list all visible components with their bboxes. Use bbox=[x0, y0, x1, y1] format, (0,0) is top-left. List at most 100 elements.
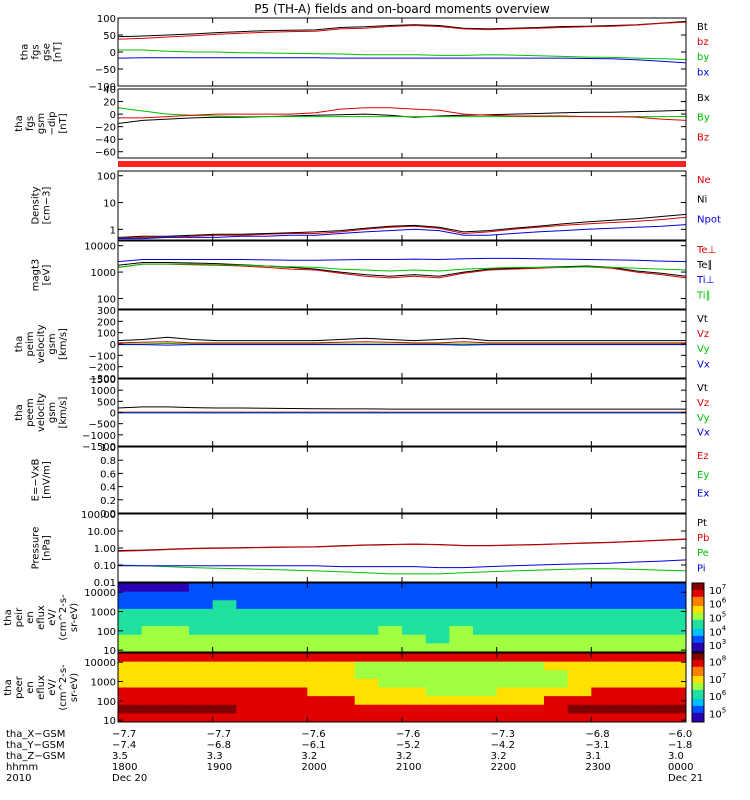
y-tick-label: 1000 bbox=[91, 386, 116, 397]
colorbar-segment bbox=[692, 596, 704, 600]
y-axis-label-line: tha bbox=[20, 44, 31, 60]
y-tick-label: 10000 bbox=[84, 242, 116, 253]
heatmap-cell bbox=[662, 653, 687, 663]
time-axis-value: −6.8 bbox=[207, 740, 231, 751]
heatmap-cell bbox=[591, 670, 616, 680]
heatmap-cell bbox=[425, 704, 450, 714]
colorbar-frame bbox=[691, 582, 705, 653]
heatmap-cell bbox=[496, 634, 521, 644]
colorbar-tick-label: 104 bbox=[709, 624, 727, 638]
time-axis-value: −4.2 bbox=[491, 740, 515, 751]
y-axis-label: tha fgs gse [nT] bbox=[20, 42, 64, 62]
heatmap-cell bbox=[141, 713, 166, 723]
heatmap-cell bbox=[520, 600, 545, 610]
heatmap-cell bbox=[260, 643, 285, 653]
heatmap-cell bbox=[544, 634, 569, 644]
time-axis-value: 2200 bbox=[491, 762, 516, 773]
y-axis-label-line: [nT] bbox=[53, 42, 64, 62]
heatmap-cell bbox=[141, 626, 166, 636]
heatmap-cell bbox=[189, 670, 214, 680]
legend-label: Vz bbox=[697, 329, 709, 340]
heatmap-cell bbox=[165, 713, 190, 723]
panel-pressure: Pt Pb Pe Pi 0.01 0.10 1.00 10.00 100.00 Pressure[… bbox=[31, 510, 710, 589]
heatmap-cell bbox=[331, 696, 356, 706]
heatmap-cell bbox=[496, 678, 521, 688]
heatmap-cell bbox=[236, 617, 261, 627]
heatmap-cell bbox=[378, 653, 403, 663]
heatmap-cell bbox=[189, 634, 214, 644]
heatmap-cell bbox=[212, 670, 237, 680]
heatmap-cell bbox=[591, 678, 616, 688]
colorbar-segment bbox=[692, 685, 704, 688]
heatmap-cell bbox=[141, 661, 166, 671]
heatmap-cell bbox=[638, 696, 663, 706]
time-axis-value: 3.1 bbox=[585, 751, 601, 762]
heatmap-cell bbox=[165, 687, 190, 697]
y-axis-label: magt3 [eV] bbox=[31, 259, 53, 292]
heatmap-cell bbox=[283, 696, 308, 706]
heatmap-cell bbox=[402, 713, 427, 723]
heatmap-cell bbox=[141, 643, 166, 653]
heatmap-cell bbox=[165, 704, 190, 714]
time-axis-row-label: tha_Y−GSM bbox=[6, 740, 65, 751]
time-axis-value: 1800 bbox=[112, 762, 137, 773]
y-axis-label-line: en bbox=[25, 611, 36, 624]
legend-label: Pe bbox=[697, 548, 709, 559]
colorbar-segment bbox=[692, 647, 704, 651]
colorbar-segment bbox=[692, 619, 704, 623]
heatmap-cell bbox=[141, 617, 166, 627]
heatmap-cell bbox=[354, 608, 379, 618]
colorbar-segment bbox=[692, 703, 704, 707]
colorbar-segment bbox=[692, 587, 704, 591]
y-axis-label-line: [nT] bbox=[58, 113, 69, 133]
colorbar-segment bbox=[692, 666, 704, 670]
heatmap-cell bbox=[260, 626, 285, 636]
heatmap-cell bbox=[567, 704, 592, 714]
heatmap-cell bbox=[496, 643, 521, 653]
heatmap-cell bbox=[520, 634, 545, 644]
y-axis-label-line: eV/ bbox=[47, 679, 58, 696]
y-axis-label-line: gse bbox=[42, 43, 53, 61]
legend-label: Vt bbox=[697, 383, 708, 394]
y-axis-label: tha peer en eflux eV/(cm^2-s-sr-eV) bbox=[3, 664, 80, 711]
y-tick-label: 0 bbox=[110, 48, 116, 59]
y-tick-label: −200 bbox=[89, 363, 116, 374]
y-tick-label: −1000 bbox=[82, 431, 116, 442]
heatmap-cell bbox=[331, 626, 356, 636]
heatmap-cell bbox=[260, 678, 285, 688]
heatmap-cell bbox=[496, 670, 521, 680]
heatmap-cell bbox=[260, 653, 285, 663]
colorbar-segment bbox=[692, 699, 704, 702]
heatmap-cell bbox=[402, 643, 427, 653]
heatmap-cell bbox=[307, 678, 332, 688]
heatmap-cell bbox=[662, 678, 687, 688]
heatmap-cell bbox=[378, 713, 403, 723]
series-line-by bbox=[118, 49, 687, 60]
y-axis-label-line: Density bbox=[31, 186, 42, 224]
panel-electron-spectrogram: 105 106 107 108 10 100 1000 10000 tha peer en eflux… bbox=[3, 652, 727, 727]
colorbar-segment bbox=[692, 612, 704, 616]
heatmap-cell bbox=[212, 678, 237, 688]
chart-title: P5 (TH-A) fields and on-board moments ov… bbox=[254, 2, 550, 16]
heatmap-cell bbox=[118, 704, 143, 714]
series-line-Bz bbox=[118, 107, 687, 121]
colorbar-segment bbox=[692, 606, 704, 609]
heatmap-cell bbox=[283, 713, 308, 723]
y-tick-label: 100 bbox=[97, 14, 116, 25]
y-tick-label: 10 bbox=[103, 716, 116, 727]
legend-label: Pb bbox=[697, 533, 709, 544]
heatmap-cell bbox=[354, 643, 379, 653]
heatmap-cell bbox=[615, 687, 640, 697]
heatmap-cell bbox=[212, 591, 237, 601]
heatmap-cell bbox=[236, 678, 261, 688]
heatmap-cell bbox=[402, 704, 427, 714]
heatmap-cell bbox=[496, 583, 521, 593]
colorbar-segment bbox=[692, 664, 704, 668]
heatmap-cell bbox=[212, 600, 237, 610]
series-line-Pe bbox=[117, 564, 687, 575]
colorbar-segment bbox=[692, 583, 704, 586]
series-line-Vt bbox=[117, 406, 686, 410]
